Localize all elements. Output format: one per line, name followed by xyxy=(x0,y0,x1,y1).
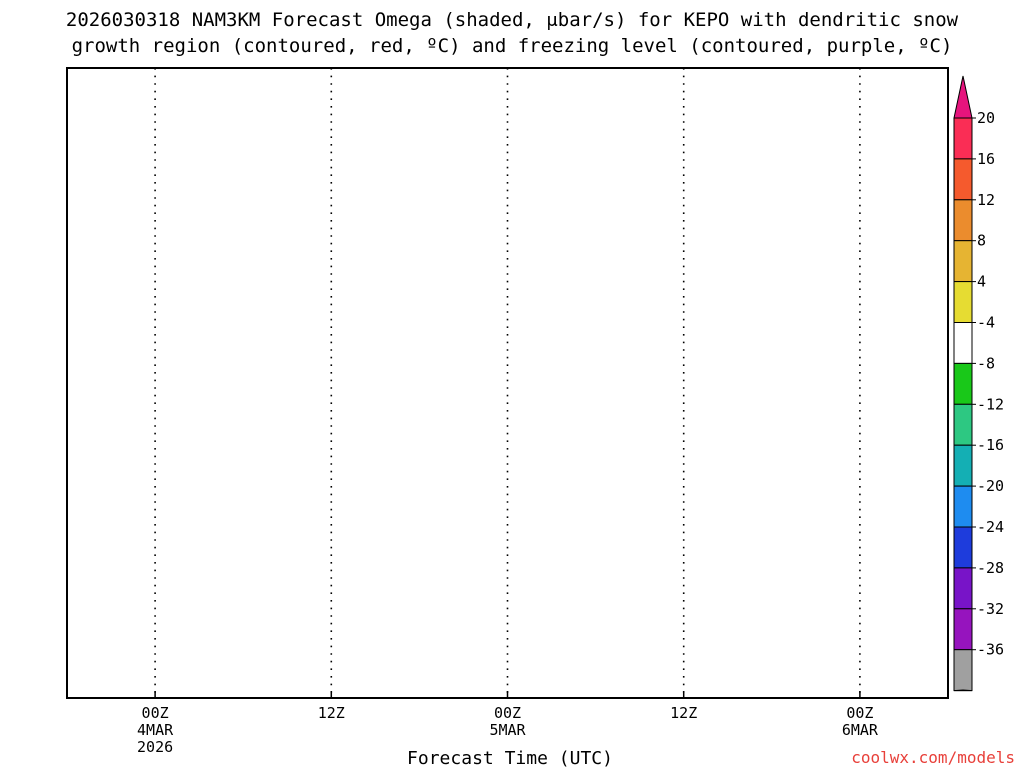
colorbar-label-9: -20 xyxy=(977,477,1004,495)
colorbar-bottom-arrow xyxy=(953,689,973,692)
chart-title-line2: growth region (contoured, red, ºC) and f… xyxy=(72,35,953,57)
colorbar-label-8: -16 xyxy=(977,436,1004,454)
colorbar-swatch-4 xyxy=(953,281,973,324)
credit-text: coolwx.com/models xyxy=(851,748,1015,767)
plot-frame xyxy=(66,67,949,699)
colorbar-label-0: 20 xyxy=(977,109,995,127)
x-tick-label-40-1: 6MAR xyxy=(842,721,879,739)
x-tick-label-30-0: 12Z xyxy=(670,704,697,722)
colorbar-top-arrow xyxy=(953,75,973,119)
x-tick-label-0-2: 2026 xyxy=(137,738,173,756)
x-tick-label-0-0: 00Z xyxy=(142,704,169,722)
plot-area: -18-18-18-12-1200 xyxy=(154,68,861,698)
colorbar-label-6: -8 xyxy=(977,354,995,372)
colorbar-swatch-7 xyxy=(953,403,973,446)
x-tick-label-20-1: 5MAR xyxy=(489,721,526,739)
colorbar-label-5: -4 xyxy=(977,314,995,332)
colorbar-label-3: 8 xyxy=(977,232,986,250)
x-tick-label-20-0: 00Z xyxy=(494,704,521,722)
colorbar-swatch-13 xyxy=(953,649,973,692)
colorbar-label-1: 16 xyxy=(977,150,995,168)
colorbar-swatch-5 xyxy=(953,322,973,364)
colorbar-swatch-1 xyxy=(953,158,973,201)
colorbar-label-13: -36 xyxy=(977,641,1004,659)
colorbar-label-10: -24 xyxy=(977,518,1004,536)
colorbar-swatch-12 xyxy=(953,608,973,651)
colorbar-swatch-2 xyxy=(953,199,973,242)
chart-title-line1: 2026030318 NAM3KM Forecast Omega (shaded… xyxy=(66,9,959,31)
colorbar-label-12: -32 xyxy=(977,600,1004,618)
colorbar-label-4: 4 xyxy=(977,273,986,291)
colorbar: 20 16 12 8 4 -4 -8 -12 -16 -20 -24 -28 -32 -36 xyxy=(953,75,1004,692)
colorbar-swatch-9 xyxy=(953,485,973,528)
colorbar-swatch-6 xyxy=(953,362,973,405)
x-tick-label-10-0: 12Z xyxy=(318,704,345,722)
colorbar-swatch-8 xyxy=(953,444,973,487)
colorbar-swatch-3 xyxy=(953,240,973,283)
colorbar-label-11: -28 xyxy=(977,559,1004,577)
colorbar-swatch-10 xyxy=(953,526,973,569)
x-tick-label-0-1: 4MAR xyxy=(137,721,174,739)
colorbar-swatch-0 xyxy=(953,117,973,160)
x-tick-label-40-0: 00Z xyxy=(846,704,873,722)
grid-lines xyxy=(154,68,861,698)
colorbar-swatch-11 xyxy=(953,567,973,610)
colorbar-label-7: -12 xyxy=(977,395,1004,413)
colorbar-label-2: 12 xyxy=(977,191,995,209)
x-axis-title: Forecast Time (UTC) xyxy=(407,748,613,768)
